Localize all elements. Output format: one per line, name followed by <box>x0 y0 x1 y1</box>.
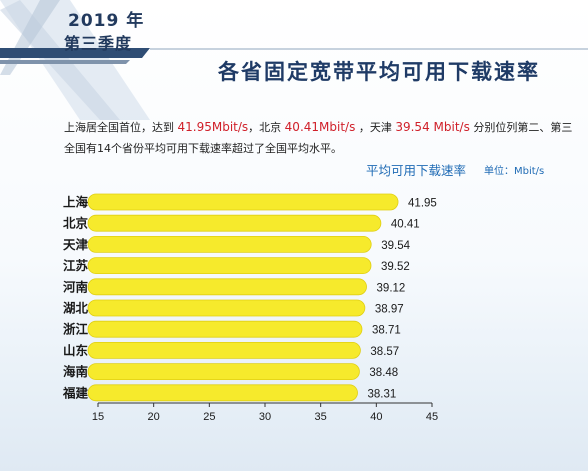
bar-3 <box>87 257 372 274</box>
value-label-3: 39.52 <box>381 261 410 273</box>
value-label-6: 38.71 <box>372 325 401 337</box>
category-label-9: 福建 <box>62 385 89 400</box>
bar-7 <box>87 341 361 359</box>
description-line-2: 全国有14个省份平均可用下载速率超过了全国平均水平。 <box>64 142 342 155</box>
x-tick-label-3: 30 <box>259 411 271 423</box>
x-tick-label-6: 45 <box>426 411 438 423</box>
category-label-5: 湖北 <box>63 301 89 316</box>
page-title: 各省固定宽带平均可用下载速率 <box>218 60 540 84</box>
bar-5 <box>87 299 366 317</box>
desc-value-tianjin: 39.54 Mbit/s <box>395 120 470 134</box>
bar-9 <box>87 384 358 402</box>
quarter-label: 第三季度 <box>64 34 133 53</box>
value-label-9: 38.31 <box>368 388 397 400</box>
value-label-2: 39.54 <box>381 240 410 252</box>
category-label-0: 上海 <box>63 195 89 210</box>
value-label-0: 41.95 <box>408 198 437 210</box>
desc-value-beijing: 40.41Mbit/s <box>284 120 356 134</box>
desc-value-shanghai: 41.95Mbit/s <box>177 120 249 134</box>
x-tick-label-1: 20 <box>148 411 160 423</box>
category-label-7: 山东 <box>63 343 89 358</box>
bar-8 <box>87 363 360 381</box>
desc-text-3: ，天津 <box>355 121 396 134</box>
bar-0 <box>87 193 399 211</box>
value-label-1: 40.41 <box>391 219 420 231</box>
chart-title: 平均可用下载速率 <box>366 163 467 178</box>
value-label-8: 38.48 <box>369 367 398 379</box>
year-label: 2019 年 <box>68 11 145 31</box>
bar-chart: 上海 41.95 北京 40.41 天津 39.54 江苏 39.52 河南 39.12 湖北 38.… <box>62 193 438 423</box>
description-line-1: 上海居全国首位，达到 41.95Mbit/s，北京 40.41Mbit/s ，天… <box>64 119 572 135</box>
bar-1 <box>87 214 382 232</box>
bar-6 <box>87 320 363 338</box>
bar-4 <box>87 278 367 296</box>
desc-text-4: 分别位列第二、第三 <box>469 121 573 134</box>
category-label-1: 北京 <box>63 216 89 231</box>
value-label-4: 39.12 <box>377 282 406 294</box>
x-tick-label-4: 35 <box>315 411 327 423</box>
bar-2 <box>87 236 372 253</box>
category-label-6: 浙江 <box>63 322 89 337</box>
category-label-2: 天津 <box>63 237 89 252</box>
x-tick-label-5: 40 <box>370 411 382 423</box>
chart-unit: 单位：Mbit/s <box>484 166 545 177</box>
category-label-4: 河南 <box>63 279 89 294</box>
desc-text-1: 上海居全国首位，达到 <box>64 121 178 134</box>
x-tick-label-0: 15 <box>92 411 104 423</box>
x-tick-label-2: 25 <box>203 411 215 423</box>
value-label-5: 38.97 <box>375 304 404 316</box>
category-label-8: 海南 <box>63 364 89 379</box>
category-label-3: 江苏 <box>63 258 89 273</box>
value-label-7: 38.57 <box>370 346 399 358</box>
desc-text-2: ，北京 <box>248 121 285 134</box>
